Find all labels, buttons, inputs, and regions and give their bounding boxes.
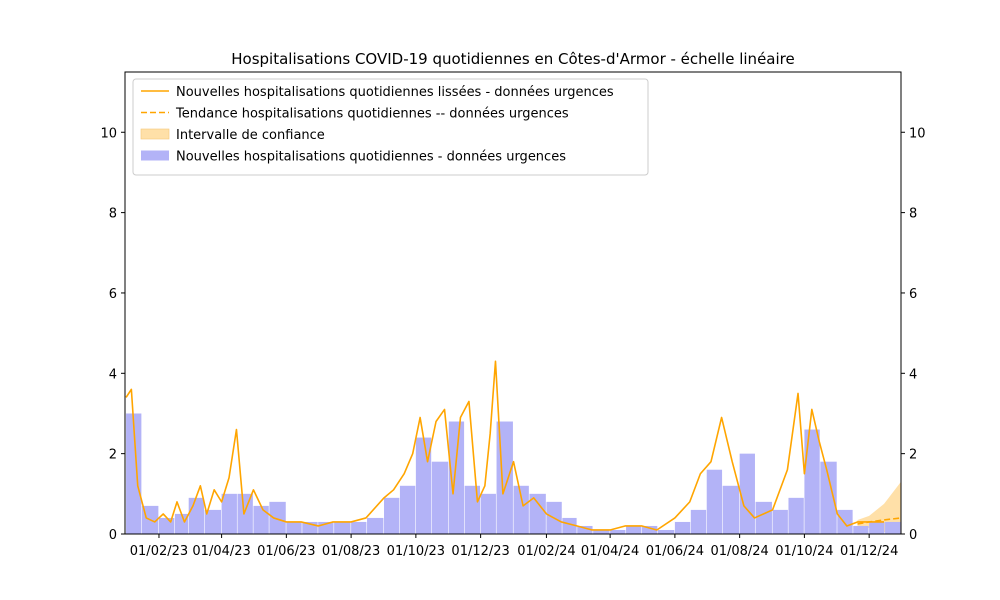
daily-bar [237, 493, 253, 534]
confidence-band [857, 481, 901, 534]
x-tick-label: 01/10/23 [387, 544, 445, 559]
legend-swatch-bars [141, 150, 169, 161]
x-tick-label: 01/06/23 [257, 544, 315, 559]
daily-bar [626, 525, 642, 534]
y-tick-label-right: 6 [909, 287, 917, 302]
daily-bar [399, 485, 416, 534]
y-axis-right: 0 2 4 6 8 10 [901, 126, 926, 543]
daily-bar [562, 517, 577, 534]
daily-bar [722, 485, 740, 534]
legend-label: Nouvelles hospitalisations quotidiennes … [176, 150, 566, 165]
daily-bar [674, 521, 691, 534]
daily-bar [772, 509, 788, 534]
daily-bar [351, 521, 367, 534]
daily-bar [788, 497, 804, 534]
daily-bar [577, 525, 593, 534]
daily-bar [837, 509, 853, 534]
x-tick-label: 01/12/24 [840, 544, 898, 559]
legend-label: Tendance hospitalisations quotidiennes -… [175, 107, 569, 122]
y-tick-label-right: 4 [909, 367, 917, 382]
x-tick-label: 01/02/24 [517, 544, 575, 559]
daily-bar [448, 421, 465, 534]
x-tick-label: 01/02/23 [130, 544, 188, 559]
daily-bar [126, 413, 142, 534]
legend-label: Intervalle de confiance [176, 128, 325, 143]
daily-bar [496, 421, 513, 534]
daily-bar [593, 529, 610, 534]
daily-bar [657, 529, 675, 534]
trend-line-layer [857, 517, 902, 525]
daily-bar [334, 521, 351, 534]
daily-bar [755, 501, 772, 534]
daily-bar [464, 485, 481, 534]
legend-swatch-confidence [140, 128, 170, 140]
y-tick-label: 10 [100, 126, 117, 141]
daily-bar [513, 485, 529, 534]
daily-bar [221, 493, 237, 534]
y-tick-label: 6 [109, 287, 117, 302]
daily-bar [820, 461, 837, 534]
daily-bar [739, 453, 755, 534]
x-tick-label: 01/04/23 [192, 544, 250, 559]
daily-bar [384, 497, 400, 534]
y-tick-label: 0 [109, 528, 117, 543]
plot-frame [124, 71, 902, 535]
legend-box [132, 78, 649, 176]
y-tick-label-right: 8 [909, 207, 917, 222]
daily-bar [286, 521, 302, 534]
daily-bar [529, 493, 546, 534]
daily-bar [610, 529, 626, 534]
smoothed-line [125, 360, 885, 531]
y-tick-label: 4 [109, 367, 117, 382]
daily-bar [641, 525, 658, 534]
x-tick-label: 01/12/23 [451, 544, 509, 559]
daily-bar [690, 509, 707, 534]
daily-bar [431, 461, 449, 534]
daily-bar [869, 521, 885, 534]
y-tick-label-right: 2 [909, 448, 917, 463]
daily-bar [367, 517, 384, 534]
daily-bar [480, 493, 496, 534]
legend-label: Nouvelles hospitalisations quotidiennes … [176, 85, 614, 100]
trend-line [857, 517, 902, 525]
daily-bar [885, 521, 901, 534]
y-tick-label-right: 0 [909, 528, 917, 543]
daily-bar [174, 513, 189, 534]
daily-bar [188, 497, 205, 534]
x-tick-label: 01/06/24 [646, 544, 704, 559]
confidence-band-layer [857, 481, 901, 534]
daily-bar [804, 429, 820, 534]
smoothed-line-layer [125, 360, 885, 531]
legend: Nouvelles hospitalisations quotidiennes … [132, 78, 649, 176]
x-tick-label: 01/04/24 [581, 544, 639, 559]
x-tick-label: 01/08/24 [710, 544, 768, 559]
daily-bar [853, 525, 869, 534]
bar-series-layer [126, 413, 901, 534]
x-axis: 01/02/23 01/04/23 01/06/23 01/08/23 01/10/23… [130, 534, 898, 559]
daily-bar [706, 469, 723, 534]
y-tick-label: 2 [109, 448, 117, 463]
daily-bar [269, 501, 286, 534]
x-tick-label: 01/08/23 [322, 544, 380, 559]
y-tick-label-right: 10 [909, 126, 926, 141]
x-tick-label: 01/10/24 [775, 544, 833, 559]
chart-title: Hospitalisations COVID-19 quotidiennes e… [231, 50, 794, 68]
y-axis-left: 0 2 4 6 8 10 [100, 126, 125, 543]
daily-bar [204, 509, 222, 534]
y-tick-label: 8 [109, 207, 117, 222]
daily-bar [253, 505, 269, 534]
